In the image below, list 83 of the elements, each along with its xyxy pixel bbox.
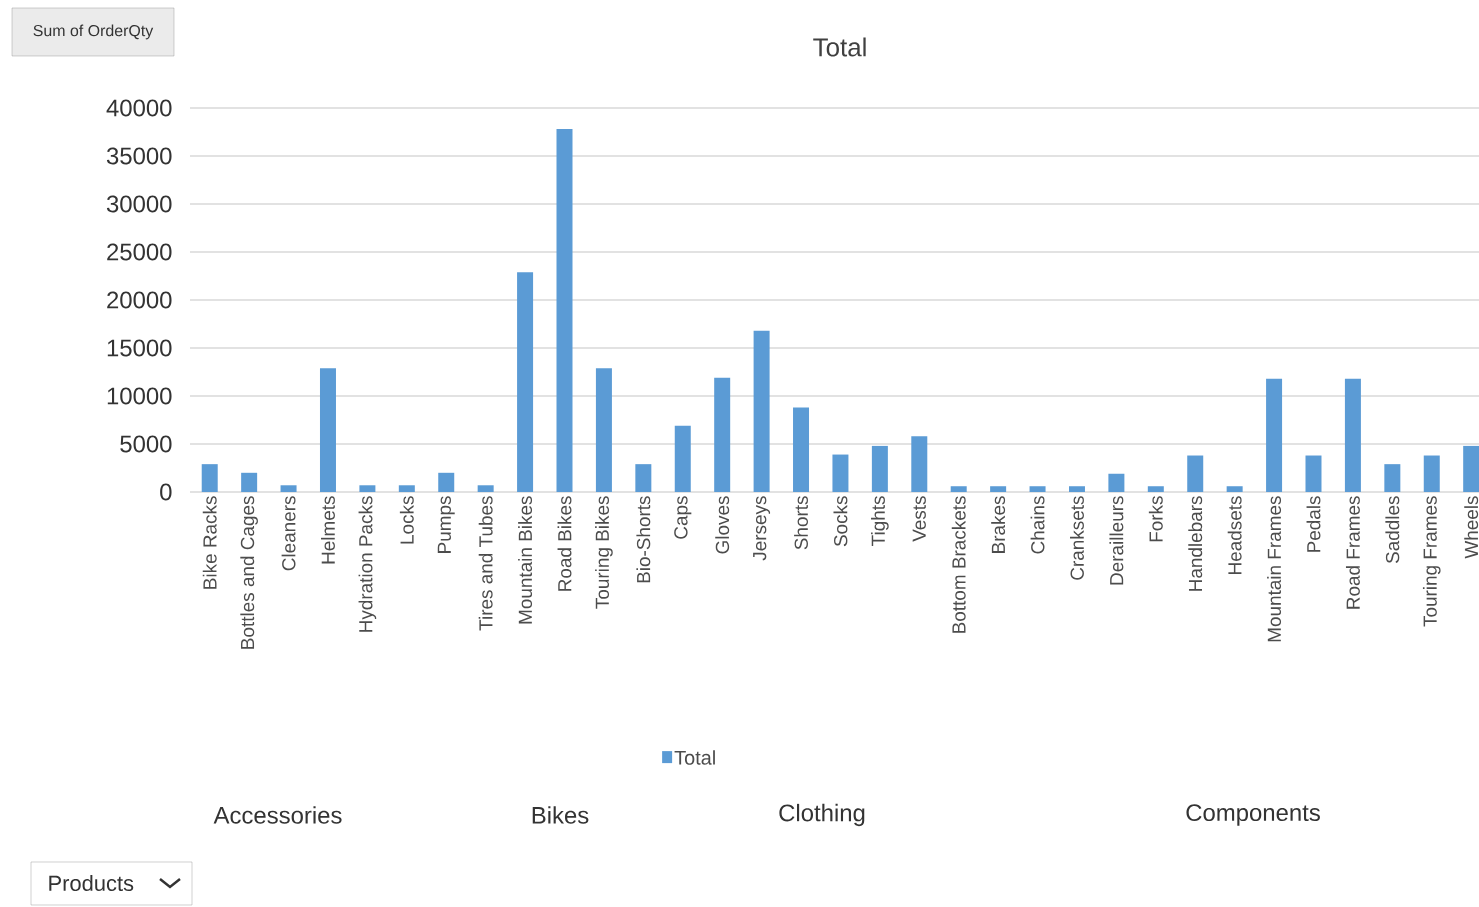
x-tick-label: Mountain Frames xyxy=(1267,496,1282,642)
text: Sum of OrderQty xyxy=(33,24,154,40)
bar xyxy=(793,407,810,492)
x-tick-label: Bike Racks xyxy=(202,496,217,589)
bar xyxy=(280,485,297,492)
bar xyxy=(990,486,1007,492)
x-tick-label: Tights xyxy=(871,496,889,546)
x-tick-label: Cranksets xyxy=(1070,496,1084,580)
bar xyxy=(871,445,888,492)
y-tick-label: 30000 xyxy=(106,195,172,213)
x-tick-label: Chains xyxy=(1030,496,1045,554)
x-tick-label: Headsets xyxy=(1227,496,1242,574)
x-tick-label: Bottles and Cages xyxy=(240,496,258,649)
x-tick-label: Socks xyxy=(833,496,848,547)
x-tick-label: Touring Bikes xyxy=(595,496,613,609)
text: Products xyxy=(49,874,134,892)
x-tick-label: Forks xyxy=(1148,496,1163,542)
bar xyxy=(241,472,258,492)
bar xyxy=(201,464,218,492)
text: Bikes xyxy=(532,806,589,824)
y-tick-label: 5000 xyxy=(120,435,172,453)
bar xyxy=(1187,455,1204,492)
y-tick-label: 0 xyxy=(160,483,172,501)
bar xyxy=(714,377,731,492)
bar xyxy=(319,368,336,492)
bar xyxy=(477,485,494,492)
bar xyxy=(1147,486,1164,492)
bar xyxy=(359,485,376,492)
y-tick-label: 40000 xyxy=(106,99,172,117)
x-tick-label: Brakes xyxy=(991,496,1006,553)
x-tick-label: Wheels xyxy=(1464,496,1479,559)
x-tick-label: Tires and Tubes xyxy=(478,496,493,631)
chart-title: Total xyxy=(813,37,866,57)
x-tick-label: Caps xyxy=(674,496,692,539)
text: Components xyxy=(1186,804,1320,826)
x-tick-label: Gloves xyxy=(715,496,730,554)
bar xyxy=(950,486,967,492)
bar xyxy=(438,472,455,492)
y-tick-label: 20000 xyxy=(107,291,172,309)
bar xyxy=(753,330,770,492)
x-tick-label: Saddles xyxy=(1385,496,1400,564)
text: Clothing xyxy=(779,803,865,827)
x-tick-label: Locks xyxy=(399,496,414,544)
bar xyxy=(832,454,849,492)
x-tick-label: Bio-Shorts xyxy=(636,496,651,583)
x-tick-label: Vests xyxy=(912,496,926,542)
x-tick-label: Road Frames xyxy=(1345,496,1360,609)
x-tick-label: Handlebars xyxy=(1188,496,1203,591)
bar xyxy=(398,485,415,492)
bar xyxy=(517,272,534,492)
x-tick-label: Helmets xyxy=(321,496,335,564)
bar xyxy=(556,129,573,492)
legend-label: Total xyxy=(674,750,715,765)
x-tick-label: Bottom Brackets xyxy=(951,496,966,633)
bar xyxy=(595,368,612,492)
x-tick-label: Cleaners xyxy=(281,496,296,571)
x-tick-label: Mountain Bikes xyxy=(518,496,533,624)
x-tick-label: Derailleurs xyxy=(1109,496,1124,585)
y-tick-label: 25000 xyxy=(107,243,172,261)
x-tick-label: Pumps xyxy=(437,496,455,553)
bar xyxy=(1384,464,1401,492)
bar xyxy=(1226,486,1243,492)
y-tick-label: 35000 xyxy=(106,147,172,165)
bar xyxy=(911,436,928,492)
bar xyxy=(1305,455,1322,492)
bar xyxy=(1068,486,1085,492)
x-tick-label: Touring Frames xyxy=(1422,496,1441,627)
bar xyxy=(1423,455,1440,492)
x-tick-label: Pedals xyxy=(1306,496,1321,552)
bar xyxy=(674,425,691,492)
bar xyxy=(1463,445,1479,492)
bar xyxy=(1029,486,1046,492)
bar xyxy=(1344,378,1361,492)
bar xyxy=(1266,378,1283,492)
y-tick-label: 15000 xyxy=(107,339,172,357)
y-tick-label: 10000 xyxy=(107,387,172,405)
x-tick-label: Jerseys xyxy=(753,496,771,561)
text: Accessories xyxy=(213,806,342,824)
x-tick-label: Road Bikes xyxy=(557,496,572,591)
bar xyxy=(635,464,652,492)
x-tick-label: Shorts xyxy=(794,496,808,550)
bar xyxy=(1108,473,1125,492)
x-tick-label: Hydration Packs xyxy=(358,496,377,632)
